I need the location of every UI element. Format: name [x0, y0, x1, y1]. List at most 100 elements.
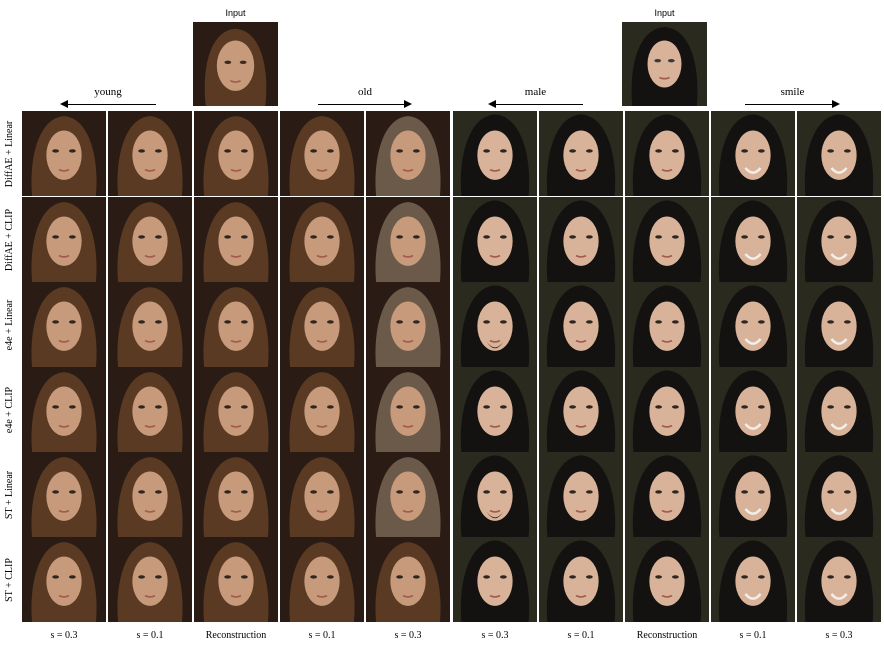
grid-image-r5-c3 — [194, 452, 278, 537]
grid-image-r4-c7 — [539, 367, 623, 452]
arrow-smile: smile — [745, 86, 840, 110]
grid-image-r6-c7 — [539, 537, 623, 622]
face-portrait — [194, 197, 278, 282]
face-portrait — [366, 197, 450, 282]
grid-image-r2-c9 — [711, 197, 795, 282]
col-label-3: Reconstruction — [205, 630, 267, 641]
grid-image-r3-c10 — [797, 282, 881, 367]
grid-image-r4-c4 — [280, 367, 364, 452]
face-portrait — [453, 367, 537, 452]
grid-image-r6-c3 — [194, 537, 278, 622]
arrow-old-label: old — [357, 86, 373, 98]
face-portrait — [194, 367, 278, 452]
input-label-left: Input — [225, 8, 246, 18]
face-portrait — [539, 111, 623, 196]
face-portrait — [711, 282, 795, 367]
grid-image-r2-c7 — [539, 197, 623, 282]
face-portrait — [711, 452, 795, 537]
face-portrait — [108, 197, 192, 282]
arrow-smile-label: smile — [780, 86, 805, 98]
face-portrait — [108, 452, 192, 537]
arrow-male: male — [488, 86, 583, 110]
col-label-10: s = 0.3 — [825, 630, 853, 641]
grid-image-r6-c9 — [711, 537, 795, 622]
grid-image-r1-c5 — [366, 111, 450, 196]
grid-image-r1-c7 — [539, 111, 623, 196]
face-portrait — [22, 537, 106, 622]
input-label-right: Input — [654, 8, 675, 18]
arrow-young-head — [60, 100, 68, 108]
grid-image-r3-c6 — [453, 282, 537, 367]
grid-image-r6-c1 — [22, 537, 106, 622]
row-label-st-clip: ST + CLIP — [4, 558, 15, 602]
grid-image-r6-c10 — [797, 537, 881, 622]
grid-image-r2-c3 — [194, 197, 278, 282]
face-portrait — [453, 452, 537, 537]
grid-image-r4-c9 — [711, 367, 795, 452]
grid-image-r4-c3 — [194, 367, 278, 452]
row-label-e4e-linear: e4e + Linear — [4, 299, 15, 351]
grid-image-r2-c2 — [108, 197, 192, 282]
face-portrait — [711, 367, 795, 452]
face-portrait — [366, 282, 450, 367]
grid-image-r4-c2 — [108, 367, 192, 452]
grid-image-r5-c2 — [108, 452, 192, 537]
grid-image-r3-c5 — [366, 282, 450, 367]
col-label-8: Reconstruction — [636, 630, 698, 641]
face-left-input — [193, 22, 278, 106]
face-portrait — [711, 111, 795, 196]
input-image-right — [622, 22, 707, 106]
grid-image-r1-c9 — [711, 111, 795, 196]
col-label-5: s = 0.3 — [394, 630, 422, 641]
face-portrait — [280, 537, 364, 622]
row-label-diffae-clip: DiffAE + CLIP — [4, 208, 15, 272]
face-portrait — [625, 367, 709, 452]
grid-image-r1-c10 — [797, 111, 881, 196]
grid-image-r6-c8 — [625, 537, 709, 622]
face-portrait — [625, 537, 709, 622]
face-portrait — [797, 111, 881, 196]
face-portrait — [194, 111, 278, 196]
grid-image-r1-c8 — [625, 111, 709, 196]
grid-image-r5-c10 — [797, 452, 881, 537]
face-portrait — [711, 537, 795, 622]
grid-image-r5-c7 — [539, 452, 623, 537]
face-portrait — [22, 367, 106, 452]
arrow-male-line — [494, 104, 583, 105]
grid-image-r4-c10 — [797, 367, 881, 452]
grid-image-r3-c7 — [539, 282, 623, 367]
face-portrait — [711, 197, 795, 282]
face-portrait — [366, 367, 450, 452]
face-portrait — [280, 197, 364, 282]
grid-image-r3-c2 — [108, 282, 192, 367]
col-label-4: s = 0.1 — [308, 630, 336, 641]
face-portrait — [453, 282, 537, 367]
face-portrait — [280, 452, 364, 537]
grid-image-r5-c8 — [625, 452, 709, 537]
grid-image-r3-c4 — [280, 282, 364, 367]
face-portrait — [22, 282, 106, 367]
face-portrait — [366, 537, 450, 622]
grid-image-r3-c8 — [625, 282, 709, 367]
arrow-young: young — [60, 86, 156, 110]
col-label-1: s = 0.3 — [50, 630, 78, 641]
grid-image-r2-c6 — [453, 197, 537, 282]
face-portrait — [625, 197, 709, 282]
grid-image-r5-c4 — [280, 452, 364, 537]
face-portrait — [194, 452, 278, 537]
grid-divider — [450, 110, 453, 624]
face-portrait — [366, 111, 450, 196]
face-portrait — [797, 537, 881, 622]
face-portrait — [194, 282, 278, 367]
grid-image-r1-c3 — [194, 111, 278, 196]
face-portrait — [108, 111, 192, 196]
grid-image-r6-c4 — [280, 537, 364, 622]
face-portrait — [453, 111, 537, 196]
row-label-st-linear: ST + Linear — [4, 470, 15, 520]
row-label-diffae-linear: DiffAE + Linear — [4, 120, 15, 188]
grid-image-r4-c8 — [625, 367, 709, 452]
arrow-young-label: young — [94, 86, 122, 98]
arrow-old-line — [318, 104, 406, 105]
grid-image-r3-c9 — [711, 282, 795, 367]
face-portrait — [797, 197, 881, 282]
